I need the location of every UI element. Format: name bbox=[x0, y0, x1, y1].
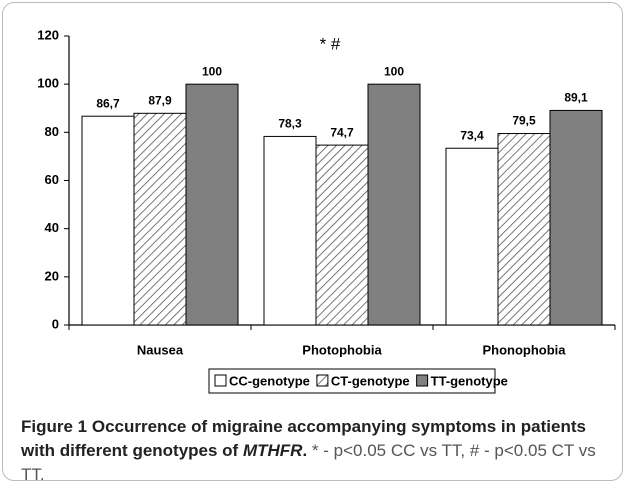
y-tick-label: 80 bbox=[45, 124, 59, 139]
value-label: 87,9 bbox=[148, 93, 172, 107]
x-tick-label: Phonophobia bbox=[482, 342, 566, 357]
bar bbox=[367, 83, 421, 326]
y-tick-label: 20 bbox=[45, 268, 59, 283]
bar bbox=[133, 112, 187, 326]
value-label: 78,3 bbox=[278, 117, 302, 131]
y-tick-label: 60 bbox=[45, 172, 59, 187]
bar bbox=[497, 133, 551, 326]
bar bbox=[445, 147, 499, 326]
chart: * # 0 20 40 60 80 100 120 Nausea 86,7 87,9 100 Phot… bbox=[37, 27, 616, 394]
x-tick-label: Nausea bbox=[137, 342, 184, 357]
value-label: 86,7 bbox=[96, 96, 120, 110]
value-label: 100 bbox=[384, 64, 404, 78]
y-tick-label: 100 bbox=[37, 76, 59, 91]
value-label: 74,7 bbox=[330, 125, 354, 139]
bar bbox=[549, 109, 603, 326]
caption-label: Figure 1 bbox=[21, 417, 88, 436]
y-tick-label: 120 bbox=[37, 27, 59, 42]
legend-label: CC-genotype bbox=[229, 373, 310, 388]
y-tick-label: 0 bbox=[52, 316, 59, 331]
value-label: 100 bbox=[202, 64, 222, 78]
legend-swatch bbox=[316, 374, 329, 387]
legend-label: CT-genotype bbox=[331, 373, 410, 388]
legend-swatch bbox=[416, 374, 429, 387]
value-label: 79,5 bbox=[512, 114, 536, 128]
legend-box bbox=[208, 368, 496, 394]
bar bbox=[185, 83, 239, 326]
caption: Figure 1 Occurrence of migraine accompan… bbox=[21, 415, 611, 481]
y-tick-label: 40 bbox=[45, 220, 59, 235]
caption-title-end: . bbox=[302, 441, 308, 460]
bar bbox=[315, 144, 369, 326]
value-label: 89,1 bbox=[564, 91, 588, 105]
bar bbox=[81, 115, 135, 326]
x-tick-label: Photophobia bbox=[302, 342, 382, 357]
caption-gene: MTHFR bbox=[242, 441, 303, 460]
bar bbox=[263, 135, 317, 326]
value-label: 73,4 bbox=[460, 128, 484, 142]
legend-label: TT-genotype bbox=[431, 373, 508, 388]
legend-swatch bbox=[214, 374, 227, 387]
caption-note: * - p<0.05 CC vs TT, # - p<0.05 CT vs TT… bbox=[21, 441, 596, 481]
caption-title: Occurrence of migraine accompanying symp… bbox=[21, 417, 586, 460]
figure: * # 0 20 40 60 80 100 120 Nausea 86,7 87,9 100 Phot… bbox=[2, 2, 623, 481]
annotation: * # bbox=[320, 34, 341, 53]
